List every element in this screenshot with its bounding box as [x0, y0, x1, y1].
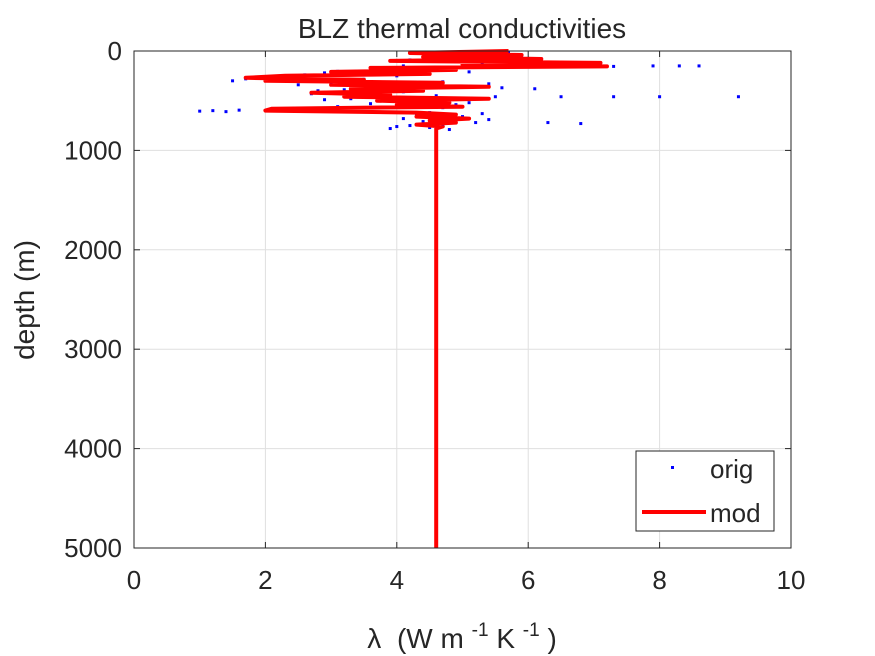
y-tick-label-5: 5000: [64, 533, 122, 563]
x-tick-label-3: 6: [521, 565, 535, 595]
y-tick-label-0: 0: [108, 36, 122, 66]
orig-point: [296, 83, 300, 87]
legend-mod-label: mod: [710, 498, 761, 528]
y-tick-label-3: 3000: [64, 334, 122, 364]
orig-point: [408, 124, 412, 128]
x-axis-label-sup-1: -1: [472, 620, 489, 641]
orig-point: [421, 120, 425, 124]
orig-point: [323, 98, 327, 102]
orig-point: [434, 94, 438, 98]
orig-point: [231, 79, 235, 83]
y-axis-label: depth (m): [9, 240, 40, 360]
axis-ticks: [133, 50, 792, 549]
orig-point: [388, 127, 392, 131]
orig-point: [546, 121, 550, 125]
orig-point: [369, 102, 373, 106]
orig-point: [736, 95, 740, 99]
y-tick-label-4: 4000: [64, 434, 122, 464]
orig-point: [323, 71, 327, 75]
orig-point: [447, 128, 451, 132]
x-axis-label-unit-c: ): [547, 623, 556, 654]
x-axis-label-unit-a: (W m: [397, 623, 464, 654]
legend-orig-marker: [671, 466, 674, 469]
plot-frame: [133, 50, 792, 549]
orig-point: [612, 64, 616, 68]
y-tick-labels: 0 1000 2000 3000 4000 5000: [64, 36, 122, 563]
orig-point: [651, 64, 655, 68]
orig-point: [224, 110, 228, 114]
orig-point: [474, 121, 478, 125]
x-axis-label: λ (W m -1 K -1 ): [367, 611, 557, 654]
x-tick-label-1: 2: [258, 565, 272, 595]
orig-point: [493, 95, 497, 99]
legend: orig mod: [635, 450, 775, 532]
orig-point: [237, 108, 241, 112]
orig-point: [467, 70, 471, 74]
orig-point: [533, 87, 537, 91]
x-tick-label-0: 0: [127, 565, 141, 595]
orig-point: [487, 118, 491, 122]
y-tick-label-1: 1000: [64, 135, 122, 165]
orig-point: [697, 64, 701, 68]
orig-point: [395, 125, 399, 129]
x-axis-label-sup-2: -1: [523, 620, 540, 641]
chart-title: BLZ thermal conductivities: [298, 13, 626, 44]
orig-point: [401, 117, 405, 121]
x-axis-label-unit-b: K: [496, 623, 515, 654]
y-tick-label-2: 2000: [64, 235, 122, 265]
orig-point: [467, 101, 471, 105]
orig-point: [612, 95, 616, 99]
x-tick-label-4: 8: [652, 565, 666, 595]
x-tick-label-2: 4: [390, 565, 404, 595]
orig-point: [500, 86, 504, 90]
mod-line: [243, 49, 609, 548]
orig-point: [487, 82, 491, 86]
orig-point: [198, 109, 202, 113]
orig-point: [658, 95, 662, 99]
x-tick-label-5: 10: [777, 565, 806, 595]
orig-point: [559, 95, 563, 99]
x-tick-labels: 0 2 4 6 8 10: [127, 565, 806, 595]
orig-point: [677, 64, 681, 68]
orig-point: [342, 88, 346, 92]
legend-box: [635, 450, 775, 532]
x-axis-label-symbol: λ: [367, 623, 381, 654]
orig-point: [480, 112, 484, 116]
orig-point: [211, 109, 215, 113]
legend-orig-label: orig: [710, 454, 753, 484]
orig-point: [579, 122, 583, 126]
